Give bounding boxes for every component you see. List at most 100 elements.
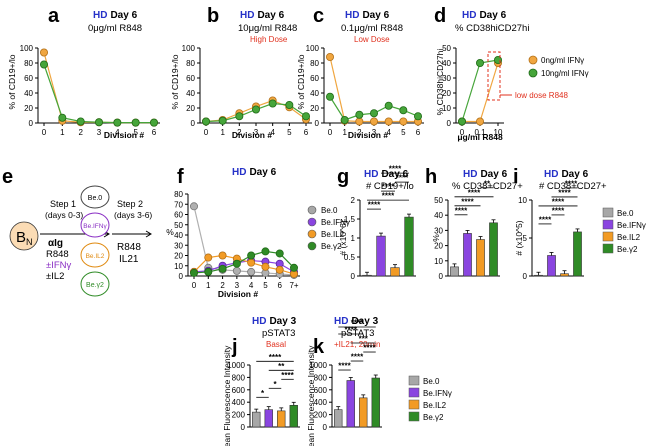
panel-f-xlabel: Division # [218,289,258,299]
ifn-label: ±IFNγ [46,260,72,271]
panel-a-ylabel: % of CD19+/lo [7,54,17,109]
data-point [475,59,484,68]
legend-label-1: Be.IFNγ [617,221,646,230]
sig-label: ** [278,362,285,371]
x-tick-label: 1 [342,128,347,137]
panel-e: e BN Step 1 (days 0-3) αIg R848 ±IFNγ ±I… [2,166,152,297]
panel-d-hd: HD [462,10,476,21]
data-point [218,116,227,125]
legend-label-2: Be.IL2 [321,230,345,239]
panel-letter-e: e [2,166,13,188]
data-point [355,117,364,126]
y-tick-label: 0 [241,423,246,432]
y-tick-label: 40 [174,231,183,240]
data-point [369,109,378,118]
panel-letter-f: f [177,166,184,188]
panel-b: b HD Day 6 10μg/ml R848 High Dose % of CD… [170,5,312,140]
data-point [369,117,378,126]
legend-label-2: Be.IL2 [423,401,447,410]
bar-Be.0 [362,274,372,277]
legend-label-3: Be.γ2 [423,413,444,422]
legend-swatch [602,207,614,218]
panel-k-note: +IL21, 20min [334,340,380,349]
panel-c-xlabel: Division # [348,130,388,140]
bar-Be.IL2 [390,267,400,277]
y-tick-label: 60 [174,211,183,220]
x-tick-label: 7+ [289,281,298,290]
y-tick-label: 1 [351,234,356,243]
legend-d-label-0: 0ng/ml IFNγ [541,56,584,65]
y-tick-label: 200 [232,411,246,420]
panel-d-ylabel: % CD38hiCD27hi [435,49,445,116]
bn-label: B [16,229,26,246]
bar-Be.γ2 [573,231,582,277]
panel-d: d HD Day 6 % CD38hiCD27hi % CD38hiCD27hi … [434,5,589,142]
legend-bars-top: Be.0 Be.IFNγ Be.IL2 Be.γ2 [602,207,646,254]
sig-label: **** [269,353,282,362]
data-point [204,267,213,276]
panel-d-subtitle: % CD38hiCD27hi [455,23,529,34]
panel-j-note: Basal [266,340,286,349]
series-line-10ngmlIFN [461,59,499,122]
y-tick-label: 0.5 [344,253,356,262]
bar-Be.IFNγ [376,235,386,277]
x-tick-label: 5 [133,128,138,137]
sig-label: **** [455,206,468,215]
step1-days: (days 0-3) [45,210,83,220]
panel-f-ylabel: % [166,227,174,237]
data-point [340,116,349,125]
step2-days: (days 3-6) [114,210,152,220]
panel-c-note: Low Dose [354,35,390,44]
circle-be0-label: Be.0 [88,195,103,202]
y-tick-label: 50 [434,196,443,205]
svg-text:BN: BN [16,229,33,247]
data-point [76,117,85,126]
data-point [475,117,484,126]
sig-label: **** [382,192,395,201]
bar-Be.0 [534,274,543,277]
data-point [384,117,393,126]
circle-beg2-label: Be.γ2 [86,282,104,289]
panel-f: f HD Day 6 % Division # 01020304050607080… [166,166,350,299]
sig-label: **** [558,188,571,197]
y-tick-label: 40 [434,211,443,220]
data-point [275,265,284,274]
legend-bars-bottom: Be.0 Be.IFNγ Be.IL2 Be.γ2 [408,375,452,422]
panel-f-title: Day 6 [249,167,276,178]
series-line-green [43,64,154,124]
y-tick-label: 70 [174,200,183,209]
data-point [189,202,198,211]
y-tick-label: 60 [186,74,195,83]
sig-label: **** [468,188,481,197]
y-tick-label: 20 [174,252,183,261]
y-tick-label: 1000 [227,361,245,370]
y-tick-label: 10 [518,196,527,205]
data-point [201,117,210,126]
panel-letter-c: c [313,5,324,27]
panel-letter-i: i [513,166,519,188]
x-tick-label: 4 [115,128,120,137]
panel-h-hd: HD [463,169,477,180]
sig-label: *** [359,335,369,344]
sig-label: **** [552,206,565,215]
x-tick-label: 4 [386,128,391,137]
x-tick-label: 0 [192,281,197,290]
bar-Be.γ2 [289,404,298,428]
data-point [301,112,310,121]
y-tick-label: 1000 [309,361,327,370]
panel-j: j HD Day 3 pSTAT3 Basal Mean Fluorescence… [222,316,300,446]
panel-c-subtitle: 0.1μg/ml R848 [341,23,403,34]
x-tick-label: 2 [237,128,242,137]
y-tick-label: 100 [306,44,320,53]
data-point [399,117,408,126]
panel-k: k HD Day 3 pSTAT3 +IL21, 20min Mean Fluor… [306,316,452,446]
data-point [384,101,393,110]
y-tick-label: 20 [310,104,319,113]
y-tick-label: 100 [182,44,196,53]
